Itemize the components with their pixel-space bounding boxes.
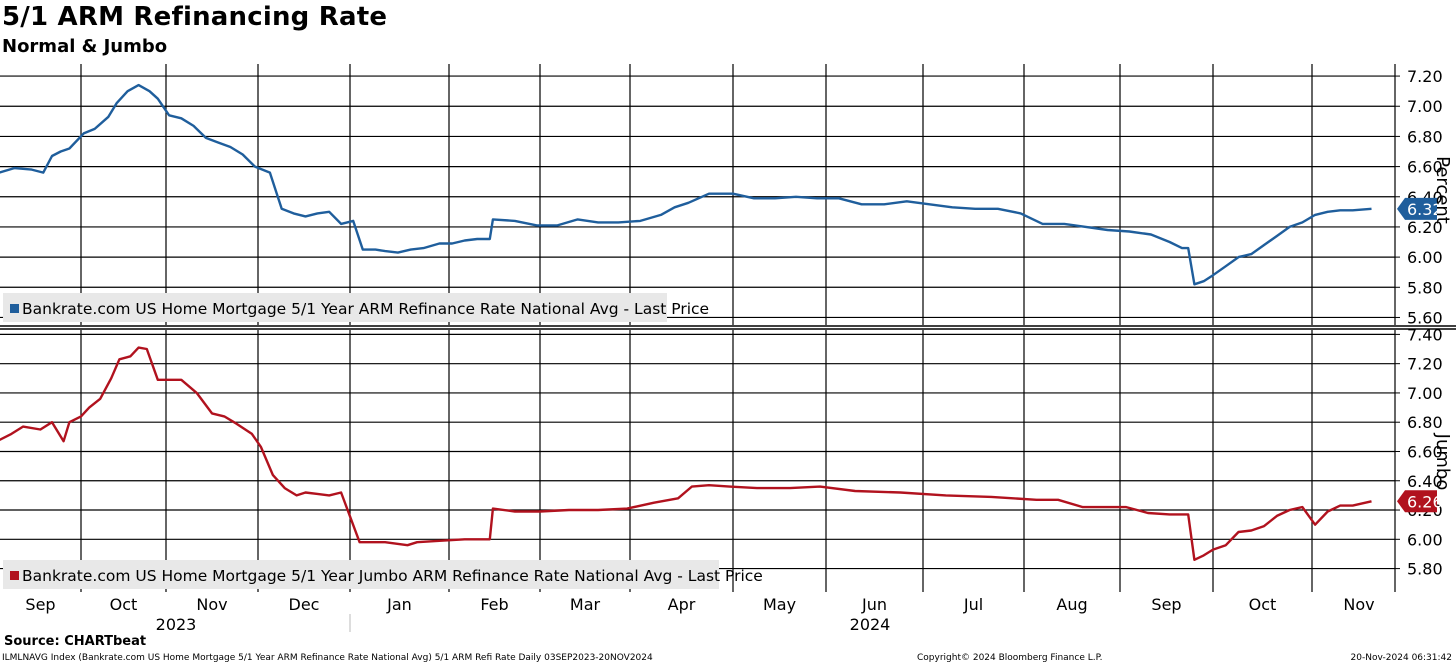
x-tick-label: Aug (1056, 595, 1087, 614)
y-tick-label: 7.00 (1407, 97, 1443, 116)
source-label: Source: CHARTbeat (4, 634, 147, 649)
x-tick-label: Dec (289, 595, 320, 614)
footer-timestamp: 20-Nov-2024 06:31:42 (1350, 653, 1452, 663)
legend-swatch (10, 304, 19, 313)
y-tick-label: 6.00 (1407, 248, 1443, 267)
last-price-tag: 6.32 (1397, 197, 1443, 220)
y-tick-label: 6.00 (1407, 530, 1443, 549)
x-tick-label: Nov (196, 595, 227, 614)
x-tick-label: Oct (110, 595, 138, 614)
legend: Bankrate.com US Home Mortgage 5/1 Year A… (3, 293, 709, 322)
y-tick-label: 6.20 (1407, 218, 1443, 237)
y-tick-label: 6.80 (1407, 127, 1443, 146)
page-subtitle: Normal & Jumbo (2, 36, 168, 57)
x-tick-label: Feb (480, 595, 508, 614)
x-tick-label: Oct (1249, 595, 1277, 614)
y-tick-label: 6.60 (1407, 442, 1443, 461)
y-tick-label: 7.20 (1407, 67, 1443, 86)
x-tick-label: Apr (668, 595, 696, 614)
legend-label: Bankrate.com US Home Mortgage 5/1 Year J… (22, 567, 763, 585)
y-axis-title: Percent (1432, 156, 1453, 224)
last-price-label: 6.32 (1407, 200, 1443, 219)
last-price-tag: 6.26 (1397, 490, 1443, 513)
y-tick-label: 7.00 (1407, 384, 1443, 403)
jumbo-rate-panel: 5.806.006.206.406.606.807.007.207.406.26… (0, 325, 1453, 592)
x-tick-label: Jan (386, 595, 412, 614)
x-year-label: 2024 (850, 615, 891, 634)
last-price-label: 6.26 (1407, 492, 1443, 511)
y-tick-label: 6.40 (1407, 472, 1443, 491)
jumbo-rate-line (0, 346, 1372, 561)
y-tick-label: 7.20 (1407, 355, 1443, 374)
normal-rate-line (0, 83, 1372, 286)
y-tick-label: 5.80 (1407, 560, 1443, 579)
y-tick-label: 6.80 (1407, 413, 1443, 432)
y-tick-label: 7.40 (1407, 325, 1443, 344)
footer-copyright: Copyright© 2024 Bloomberg Finance L.P. (917, 653, 1103, 663)
x-tick-label: Sep (25, 595, 55, 614)
footer-index-description: ILMLNAVG Index (Bankrate.com US Home Mor… (2, 653, 653, 663)
x-tick-label: May (763, 595, 796, 614)
y-tick-label: 6.60 (1407, 158, 1443, 177)
x-tick-label: Jun (861, 595, 887, 614)
y-tick-label: 5.60 (1407, 308, 1443, 327)
x-tick-label: Jul (963, 595, 983, 614)
page-title: 5/1 ARM Refinancing Rate (2, 2, 388, 32)
y-axis-title: Jumbo (1432, 433, 1453, 491)
legend-label: Bankrate.com US Home Mortgage 5/1 Year A… (22, 300, 709, 318)
normal-rate-panel: 5.605.806.006.206.406.606.807.007.206.32… (0, 64, 1453, 327)
x-tick-label: Sep (1151, 595, 1181, 614)
x-tick-label: Mar (570, 595, 601, 614)
y-tick-label: 5.80 (1407, 278, 1443, 297)
legend-swatch (10, 571, 19, 580)
x-year-label: 2023 (156, 615, 197, 634)
legend: Bankrate.com US Home Mortgage 5/1 Year J… (3, 560, 763, 589)
x-tick-label: Nov (1343, 595, 1374, 614)
